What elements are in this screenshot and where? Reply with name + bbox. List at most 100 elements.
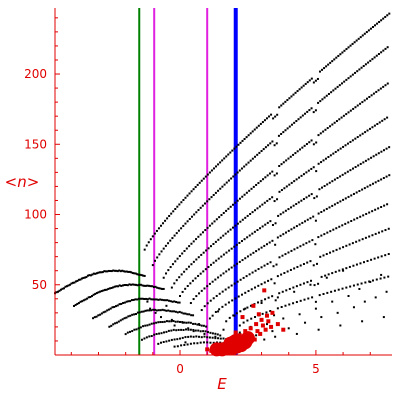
curve-5-point-5 bbox=[153, 333, 156, 336]
curve-3-point-44 bbox=[192, 314, 195, 317]
fan-1-point-82 bbox=[330, 91, 333, 94]
fan-2-point-96 bbox=[384, 84, 387, 87]
fan-4-point-79 bbox=[382, 149, 385, 152]
fan-0-point-81 bbox=[308, 79, 311, 82]
fan-2-point-93 bbox=[377, 89, 380, 92]
curve-1-point-50 bbox=[154, 285, 157, 288]
fan-3-point-71 bbox=[344, 144, 347, 147]
scatter-point-5 bbox=[170, 318, 173, 321]
curve-7-point-9 bbox=[202, 341, 205, 344]
fan-9-point-29 bbox=[349, 285, 352, 288]
fan-0-point-22 bbox=[188, 192, 191, 195]
fan-1-point-100 bbox=[369, 59, 372, 62]
curve-7-point-14 bbox=[219, 341, 222, 344]
scatter-point-32 bbox=[314, 307, 317, 310]
fan-3-point-79 bbox=[364, 131, 367, 134]
fan-8-point-32 bbox=[338, 269, 341, 272]
fan-4-point-22 bbox=[235, 243, 238, 246]
fan-0-point-108 bbox=[363, 32, 366, 35]
fan-5-point-69 bbox=[377, 179, 380, 182]
fan-6-point-46 bbox=[338, 225, 341, 228]
fan-0-point-71 bbox=[288, 97, 291, 100]
curve-6-point-16 bbox=[200, 336, 203, 339]
fan-1-point-66 bbox=[295, 120, 298, 123]
curve-0-point-29 bbox=[97, 271, 100, 274]
fan-0-point-43 bbox=[231, 149, 234, 152]
fan-6-point-5 bbox=[215, 294, 218, 297]
fan-6-point-48 bbox=[344, 222, 347, 225]
curve-6-point-0 bbox=[157, 342, 160, 345]
fan-6-point-45 bbox=[335, 227, 338, 230]
fan-4-point-8 bbox=[199, 272, 202, 275]
fan-1-point-43 bbox=[245, 163, 248, 166]
fan-4-point-12 bbox=[209, 263, 212, 266]
curve-3-point-2 bbox=[112, 323, 115, 326]
fan-3-point-4 bbox=[180, 273, 183, 276]
fan-0-point-116 bbox=[380, 19, 383, 22]
fan-0-point-113 bbox=[374, 24, 377, 27]
curve-3-point-19 bbox=[144, 309, 147, 312]
curve-3-point-3 bbox=[114, 322, 117, 325]
fan-7-point-31 bbox=[312, 264, 315, 267]
curve-1-point-10 bbox=[89, 295, 92, 298]
curve-2-point-3 bbox=[97, 314, 100, 317]
fan-3-point-27 bbox=[236, 222, 239, 225]
curve-5-point-27 bbox=[207, 331, 210, 334]
fan-8-point-3 bbox=[235, 312, 238, 315]
fan-0-point-73 bbox=[292, 93, 295, 96]
fan-3-point-17 bbox=[212, 242, 215, 245]
fan-4-point-13 bbox=[212, 261, 215, 264]
fan-1-point-65 bbox=[293, 121, 296, 124]
curve-0-point-7 bbox=[64, 285, 67, 288]
fan-2-point-26 bbox=[222, 211, 225, 214]
fan-2-point-63 bbox=[308, 141, 311, 144]
scatter-point-6 bbox=[173, 324, 176, 327]
fan-1-point-26 bbox=[208, 198, 211, 201]
fan-6-point-60 bbox=[380, 206, 383, 209]
fan-2-point-32 bbox=[236, 199, 239, 202]
fan-3-point-5 bbox=[183, 270, 186, 273]
fan-7-point-15 bbox=[260, 283, 263, 286]
scatter-point-40 bbox=[358, 287, 361, 290]
scatter-point-49 bbox=[317, 328, 320, 331]
curve-5-point-6 bbox=[155, 333, 158, 336]
curve-5-point-12 bbox=[170, 329, 173, 332]
fan-0-point-37 bbox=[219, 161, 222, 164]
fan-8-point-4 bbox=[239, 310, 242, 313]
red-point-33 bbox=[275, 322, 280, 327]
fan-1-point-80 bbox=[325, 94, 328, 97]
fan-0-point-109 bbox=[365, 31, 368, 34]
fan-9-point-31 bbox=[356, 283, 359, 286]
curve-0-point-34 bbox=[104, 270, 107, 273]
fan-5-point-35 bbox=[285, 231, 288, 234]
fan-6-point-58 bbox=[374, 208, 377, 211]
fan-9-point-21 bbox=[318, 294, 321, 297]
fan-6-point-57 bbox=[371, 210, 374, 213]
fan-6-point-32 bbox=[296, 246, 299, 249]
scatter-point-21 bbox=[255, 334, 258, 337]
fan-8-point-19 bbox=[292, 286, 295, 289]
fan-3-point-78 bbox=[361, 132, 364, 135]
fan-0-point-59 bbox=[263, 119, 266, 122]
fan-5-point-6 bbox=[206, 285, 209, 288]
curve-0-point-48 bbox=[125, 270, 128, 273]
fan-2-point-41 bbox=[257, 182, 260, 185]
fan-2-point-52 bbox=[282, 161, 285, 164]
fan-3-point-75 bbox=[354, 137, 357, 140]
curve-4-point-10 bbox=[146, 324, 149, 327]
curve-3-point-43 bbox=[190, 314, 193, 317]
fan-7-point-35 bbox=[325, 253, 328, 256]
curve-0-point-12 bbox=[71, 281, 74, 284]
fan-0-point-51 bbox=[247, 134, 250, 137]
fan-0-point-9 bbox=[162, 222, 165, 225]
fan-6-point-20 bbox=[260, 266, 263, 269]
fan-4-point-34 bbox=[266, 221, 269, 224]
fan-0-point-58 bbox=[261, 121, 264, 124]
fan-3-point-70 bbox=[342, 145, 345, 148]
fan-7-point-30 bbox=[309, 260, 312, 263]
curve-1-point-11 bbox=[90, 295, 93, 298]
fan-9-point-18 bbox=[307, 297, 310, 300]
fan-6-point-24 bbox=[272, 265, 275, 268]
fan-9-point-24 bbox=[330, 290, 333, 293]
curve-1-point-7 bbox=[84, 298, 87, 301]
